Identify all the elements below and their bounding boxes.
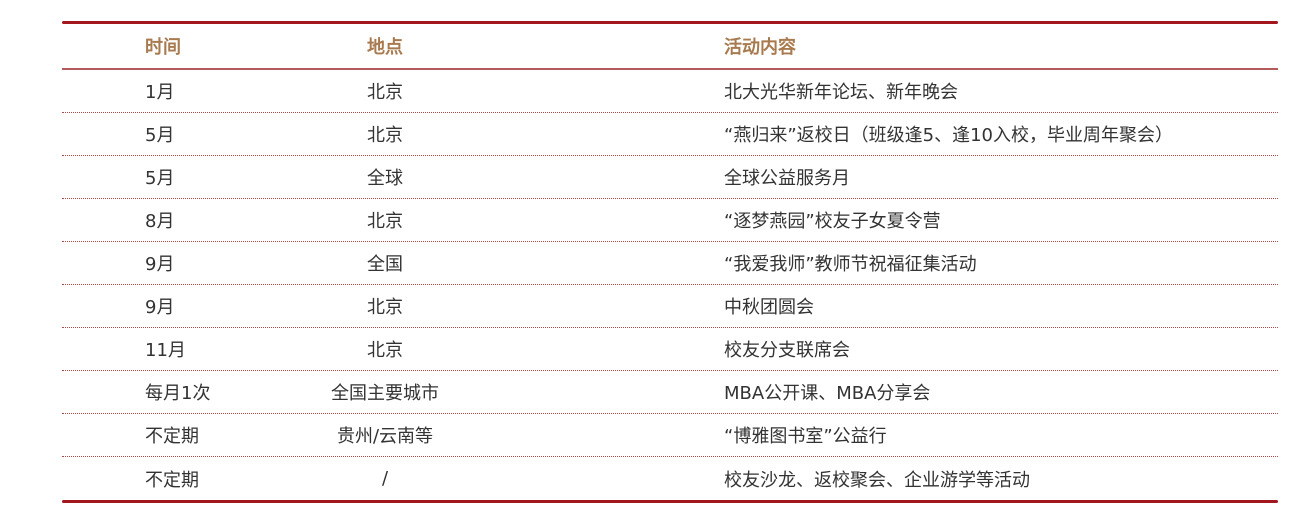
table-row: 11月 北京 校友分支联席会 [62, 328, 1278, 371]
table-row: 每月1次 全国主要城市 MBA公开课、MBA分享会 [62, 371, 1278, 414]
cell-place: 全球 [367, 168, 403, 189]
header-time: 时间 [145, 37, 181, 58]
table-row: 8月 北京 “逐梦燕园”校友子女夏令营 [62, 199, 1278, 242]
cell-content: 北大光华新年论坛、新年晚会 [724, 82, 958, 103]
cell-place: 北京 [367, 211, 403, 232]
cell-place: 北京 [367, 340, 403, 361]
cell-content: “逐梦燕园”校友子女夏令营 [724, 211, 941, 232]
cell-content: 中秋团圆会 [724, 297, 814, 318]
cell-time: 不定期 [145, 426, 199, 447]
cell-time: 5月 [145, 168, 175, 189]
cell-time: 9月 [145, 254, 175, 275]
cell-time: 每月1次 [145, 383, 211, 404]
table-row: 5月 全球 全球公益服务月 [62, 156, 1278, 199]
cell-time: 9月 [145, 297, 175, 318]
cell-time: 1月 [145, 82, 175, 103]
cell-place: 北京 [367, 297, 403, 318]
cell-place: 北京 [367, 125, 403, 146]
header-place: 地点 [367, 37, 403, 58]
table-row: 不定期 / 校友沙龙、返校聚会、企业游学等活动 [62, 457, 1278, 500]
header-content: 活动内容 [724, 37, 796, 58]
cell-time: 11月 [145, 340, 186, 361]
cell-time: 8月 [145, 211, 175, 232]
table-header: 时间 地点 活动内容 [62, 24, 1278, 70]
table-row: 5月 北京 “燕归来”返校日（班级逢5、逢10入校，毕业周年聚会） [62, 113, 1278, 156]
cell-content: 校友沙龙、返校聚会、企业游学等活动 [724, 469, 1030, 491]
table-row: 不定期 贵州/云南等 “博雅图书室”公益行 [62, 414, 1278, 457]
top-rule [62, 21, 1278, 24]
cell-place: 全国 [367, 254, 403, 275]
cell-place: / [381, 468, 389, 489]
cell-content: MBA公开课、MBA分享会 [724, 383, 931, 404]
cell-place: 贵州/云南等 [336, 426, 434, 447]
table-row: 9月 全国 “我爱我师”教师节祝福征集活动 [62, 242, 1278, 285]
table-row: 9月 北京 中秋团圆会 [62, 285, 1278, 328]
cell-content: “我爱我师”教师节祝福征集活动 [724, 254, 977, 275]
cell-time: 不定期 [145, 469, 199, 491]
cell-place: 全国主要城市 [331, 383, 439, 404]
cell-time: 5月 [145, 125, 175, 146]
cell-place: 北京 [367, 82, 403, 103]
table-row: 1月 北京 北大光华新年论坛、新年晚会 [62, 70, 1278, 113]
cell-content: “燕归来”返校日（班级逢5、逢10入校，毕业周年聚会） [724, 125, 1174, 146]
activity-table: 时间 地点 活动内容 1月 北京 北大光华新年论坛、新年晚会 5月 北京 “燕归来”返校日… [62, 21, 1278, 503]
cell-content: 全球公益服务月 [724, 168, 850, 189]
cell-content: “博雅图书室”公益行 [724, 426, 887, 447]
bottom-rule [62, 500, 1278, 503]
cell-content: 校友分支联席会 [724, 340, 850, 361]
